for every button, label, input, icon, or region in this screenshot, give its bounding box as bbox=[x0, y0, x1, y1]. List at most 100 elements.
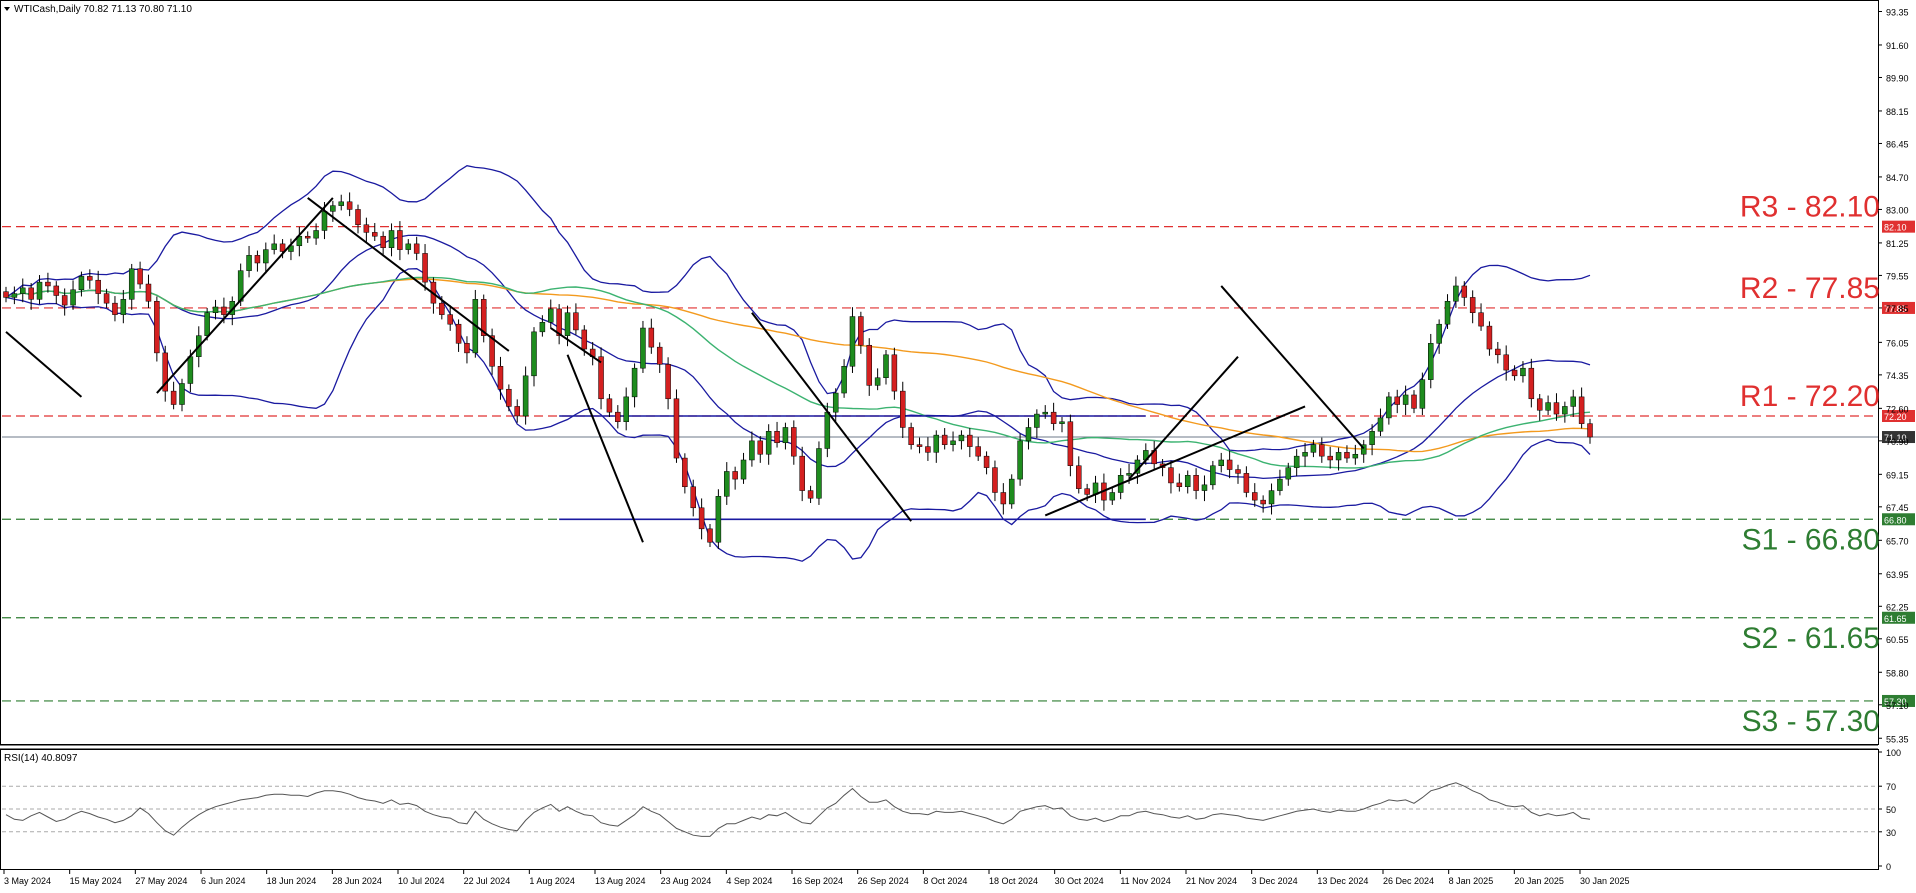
level-label: S2 - 61.65 bbox=[1742, 622, 1880, 655]
candle-body bbox=[1352, 453, 1359, 459]
candle-body bbox=[506, 388, 512, 407]
level-tag: 66.80 bbox=[1884, 515, 1907, 525]
candle-body bbox=[1319, 444, 1325, 457]
candle-body bbox=[1285, 467, 1292, 480]
moving-average-green bbox=[5, 276, 1591, 469]
candle-body bbox=[975, 446, 981, 457]
candle-body bbox=[271, 243, 277, 250]
candle-body bbox=[1084, 488, 1090, 495]
time-tick-label: 13 Aug 2024 bbox=[595, 876, 646, 886]
price-tick-label: 63.95 bbox=[1886, 570, 1909, 580]
price-tick-label: 91.60 bbox=[1886, 41, 1909, 51]
candle-body bbox=[346, 201, 353, 210]
candle-body bbox=[1076, 465, 1082, 489]
candle-body bbox=[120, 299, 127, 315]
candle-body bbox=[137, 268, 143, 285]
time-axis: 3 May 2024 15 May 2024 27 May 2024 6 Jun 20… bbox=[3, 870, 1630, 886]
candle-body bbox=[791, 427, 797, 457]
candle-body bbox=[313, 230, 319, 239]
bollinger-middle bbox=[5, 234, 1591, 480]
price-tick-label: 72.60 bbox=[1886, 404, 1909, 414]
candle-body bbox=[556, 308, 562, 336]
candle-body bbox=[933, 434, 940, 453]
candle-body bbox=[983, 455, 990, 468]
level-label: R3 - 82.10 bbox=[1740, 191, 1880, 224]
candle-body bbox=[338, 201, 344, 206]
candle-body bbox=[749, 440, 755, 461]
candle-body bbox=[128, 268, 135, 300]
time-tick-label: 13 Dec 2024 bbox=[1317, 876, 1368, 886]
candle-body bbox=[1017, 440, 1023, 480]
candle-body bbox=[321, 211, 328, 231]
candle-body bbox=[1000, 492, 1007, 505]
candle-body bbox=[1176, 482, 1183, 488]
candle-body bbox=[849, 316, 856, 367]
bollinger-lower bbox=[5, 268, 1591, 562]
price-tick-label: 84.70 bbox=[1886, 173, 1909, 183]
candle-body bbox=[95, 279, 101, 294]
level-label: R1 - 72.20 bbox=[1740, 380, 1880, 413]
candle-body bbox=[53, 285, 60, 296]
candle-body bbox=[1335, 452, 1342, 461]
candle-body bbox=[480, 299, 487, 336]
candle-body bbox=[581, 329, 588, 350]
candle-body bbox=[1411, 394, 1417, 409]
candle-body bbox=[682, 457, 688, 488]
price-tick-label: 83.00 bbox=[1886, 205, 1909, 215]
trend-line bbox=[1128, 356, 1239, 480]
candle-body bbox=[1184, 475, 1191, 488]
rsi-header: RSI(14) 40.8097 bbox=[4, 753, 78, 764]
trend-line bbox=[5, 331, 83, 398]
candle-body bbox=[1562, 406, 1568, 415]
candle-body bbox=[615, 411, 621, 422]
candle-body bbox=[170, 390, 177, 405]
candle-body bbox=[1067, 421, 1074, 466]
rsi-line bbox=[5, 782, 1591, 837]
level-tag-box bbox=[1882, 220, 1915, 233]
candle-body bbox=[1201, 484, 1208, 491]
candle-body bbox=[78, 276, 85, 291]
candle-body bbox=[28, 287, 34, 300]
candle-body bbox=[1327, 455, 1333, 461]
moving-averages bbox=[5, 276, 1591, 469]
candle-body bbox=[1042, 411, 1048, 415]
price-axis: 82.10 77.85 72.20 66.80 61.65 57.30 71.10 93.35… bbox=[1878, 8, 1915, 744]
candle-body bbox=[1302, 452, 1308, 457]
trend-line bbox=[156, 197, 334, 394]
time-tick-label: 3 Dec 2024 bbox=[1252, 876, 1298, 886]
price-tick-label: 67.45 bbox=[1886, 503, 1909, 513]
time-tick-label: 6 Jun 2024 bbox=[201, 876, 246, 886]
price-tick-label: 62.25 bbox=[1886, 602, 1909, 612]
candle-body bbox=[1486, 325, 1493, 350]
candle-body bbox=[11, 293, 18, 298]
candle-body bbox=[254, 255, 261, 264]
candle-body bbox=[1293, 455, 1300, 468]
candle-body bbox=[145, 283, 152, 302]
current-price-tag-box bbox=[1882, 431, 1915, 444]
candle-body bbox=[1478, 312, 1484, 327]
candle-body bbox=[1587, 423, 1593, 438]
candle-body bbox=[162, 352, 168, 392]
candle-body bbox=[992, 467, 998, 493]
candle-body bbox=[87, 276, 93, 281]
price-tick-label: 69.15 bbox=[1886, 470, 1909, 480]
candle-body bbox=[740, 459, 747, 480]
candle-body bbox=[1461, 285, 1468, 298]
level-label: S3 - 57.30 bbox=[1742, 705, 1880, 738]
candle-body bbox=[707, 528, 713, 543]
candle-body bbox=[673, 398, 680, 459]
time-tick-label: 26 Dec 2024 bbox=[1383, 876, 1434, 886]
price-panel-frame bbox=[0, 0, 1879, 745]
candle-body bbox=[832, 392, 839, 413]
candle-body bbox=[698, 507, 705, 530]
candle-body bbox=[330, 205, 336, 212]
time-tick-label: 10 Jul 2024 bbox=[398, 876, 445, 886]
collapse-triangle-icon[interactable] bbox=[4, 7, 10, 11]
candle-body bbox=[1369, 431, 1375, 445]
candle-body bbox=[1436, 323, 1442, 344]
candle-body bbox=[900, 390, 906, 428]
candle-body bbox=[1268, 490, 1275, 505]
candle-body bbox=[1235, 469, 1241, 474]
candle-body bbox=[715, 496, 722, 543]
